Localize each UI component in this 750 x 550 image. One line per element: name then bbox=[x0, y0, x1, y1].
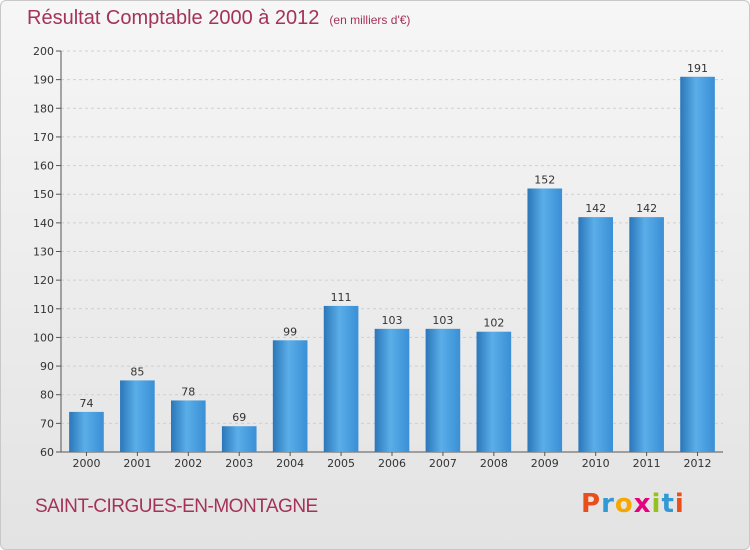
chart-subtitle: (en milliers d'€) bbox=[329, 13, 411, 27]
logo-letter: r bbox=[601, 489, 615, 519]
bar-value-label: 102 bbox=[483, 317, 504, 330]
x-tick-label: 2003 bbox=[225, 457, 253, 470]
bar bbox=[425, 328, 461, 452]
x-tick-label: 2007 bbox=[429, 457, 457, 470]
x-tick-label: 2009 bbox=[531, 457, 559, 470]
x-tick-label: 2001 bbox=[123, 457, 151, 470]
logo-letter: P bbox=[581, 489, 602, 519]
y-tick-label: 110 bbox=[33, 303, 54, 316]
y-tick-label: 190 bbox=[33, 74, 54, 87]
y-tick-label: 90 bbox=[40, 360, 54, 373]
logo-letter: o bbox=[614, 489, 634, 519]
x-tick-label: 2002 bbox=[174, 457, 202, 470]
labels: 60 70 80 90 100 110 120 130 140 150 160 170 180 190 20… bbox=[33, 45, 712, 470]
x-tick-label: 2010 bbox=[582, 457, 610, 470]
y-tick-label: 140 bbox=[33, 217, 54, 230]
x-tick-label: 2012 bbox=[684, 457, 712, 470]
bar-value-label: 103 bbox=[432, 314, 453, 327]
y-tick-label: 170 bbox=[33, 131, 54, 144]
proxiti-logo: Proxiti bbox=[581, 489, 685, 519]
bar-value-label: 103 bbox=[382, 314, 403, 327]
bar-value-label: 191 bbox=[687, 62, 708, 75]
bar bbox=[221, 426, 257, 452]
bars bbox=[69, 76, 715, 453]
bar bbox=[629, 217, 664, 452]
bar bbox=[272, 340, 308, 452]
x-tick-label: 2008 bbox=[480, 457, 508, 470]
bar bbox=[476, 331, 512, 452]
bar-value-label: 78 bbox=[181, 385, 195, 398]
bar bbox=[120, 380, 155, 452]
y-tick-label: 80 bbox=[40, 389, 54, 402]
logo-letter: i bbox=[651, 489, 662, 519]
bar-value-label: 111 bbox=[331, 291, 352, 304]
bar bbox=[170, 400, 206, 452]
bar-value-label: 152 bbox=[534, 173, 555, 186]
bar-value-label: 142 bbox=[636, 202, 657, 215]
bar-value-label: 69 bbox=[232, 411, 246, 424]
bar bbox=[578, 217, 614, 452]
x-tick-label: 2011 bbox=[633, 457, 661, 470]
x-tick-label: 2000 bbox=[72, 457, 100, 470]
y-tick-label: 130 bbox=[33, 246, 54, 259]
bar bbox=[680, 76, 715, 453]
logo-letter: t bbox=[661, 489, 675, 519]
y-tick-label: 120 bbox=[33, 274, 54, 287]
x-tick-label: 2005 bbox=[327, 457, 355, 470]
bar bbox=[69, 411, 104, 452]
bar bbox=[374, 328, 410, 452]
logo-letter: x bbox=[633, 489, 652, 519]
y-tick-label: 70 bbox=[40, 417, 54, 430]
logo-letter: i bbox=[674, 489, 685, 519]
bar-value-label: 74 bbox=[79, 397, 93, 410]
y-tick-label: 150 bbox=[33, 188, 54, 201]
bar bbox=[323, 305, 359, 452]
y-tick-label: 160 bbox=[33, 160, 54, 173]
y-tick-label: 200 bbox=[33, 45, 54, 58]
x-tick-label: 2006 bbox=[378, 457, 406, 470]
chart-title: Résultat Comptable 2000 à 2012 (en millie… bbox=[27, 7, 410, 30]
x-tick-label: 2004 bbox=[276, 457, 304, 470]
bar bbox=[527, 188, 563, 452]
bar-value-label: 99 bbox=[283, 325, 297, 338]
bar-value-label: 85 bbox=[130, 365, 144, 378]
y-tick-label: 100 bbox=[33, 331, 54, 344]
y-tick-label: 180 bbox=[33, 102, 54, 115]
bar-value-label: 142 bbox=[585, 202, 606, 215]
chart-title-text: Résultat Comptable 2000 à 2012 bbox=[27, 7, 320, 29]
y-tick-label: 60 bbox=[40, 446, 54, 459]
town-name: SAINT-CIRGUES-EN-MONTAGNE bbox=[35, 496, 318, 517]
